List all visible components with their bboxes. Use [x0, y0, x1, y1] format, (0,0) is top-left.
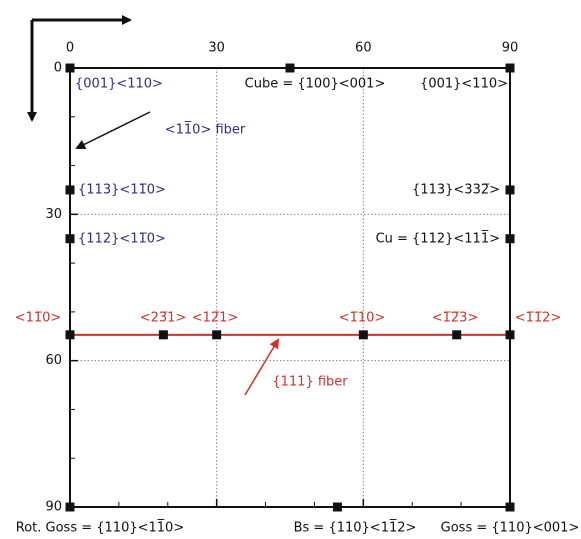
- y-tick-label: 90: [45, 500, 62, 515]
- fiber-point: [505, 330, 515, 340]
- orientation-label: {001}<110>: [420, 77, 508, 92]
- orientation-label: Goss = {110}<001>: [441, 521, 580, 536]
- fiber-point-label: <23̅1>: [140, 310, 187, 325]
- fiber-point: [158, 330, 168, 340]
- fiber-point-label: <1̅2̅3>: [432, 310, 479, 325]
- orientation-point: [65, 63, 75, 73]
- fiber-point: [212, 330, 222, 340]
- orientation-label: {113}<332̅>: [412, 183, 500, 198]
- x-tick-label: 30: [208, 41, 225, 56]
- fiber-point-label: <11̅0>: [15, 310, 62, 325]
- fiber-point-label: <1̅1̅2>: [515, 310, 562, 325]
- fiber-point-label: <1̅10>: [339, 310, 386, 325]
- fiber-point: [452, 330, 462, 340]
- orientation-label: {112}<11̅0>: [78, 232, 166, 247]
- orientation-point: [285, 63, 295, 73]
- x-tick-label: 60: [355, 41, 372, 56]
- fiber-point: [358, 330, 368, 340]
- annotation: <11̅0> fiber: [165, 121, 246, 137]
- axis-direction-arrows: [27, 15, 132, 122]
- orientation-point: [65, 185, 75, 195]
- orientation-label: Bs = {110}<11̅2>: [294, 519, 417, 535]
- annotation: {111} fiber: [272, 375, 348, 390]
- orientation-label: {113}<11̅0>: [78, 183, 166, 198]
- y-tick-label: 30: [45, 207, 62, 222]
- orientation-label: Cube = {100}<001>: [245, 77, 386, 92]
- x-tick-label: 90: [502, 41, 519, 56]
- fiber-arrow: [75, 111, 151, 149]
- orientation-label: Rot. Goss = {110}<11̅0>: [16, 519, 184, 535]
- plot-frame: [69, 67, 511, 508]
- fiber-point: [65, 330, 75, 340]
- orientation-point: [332, 502, 342, 512]
- orientation-point: [505, 234, 515, 244]
- orientation-point: [505, 63, 515, 73]
- x-tick-label: 0: [66, 41, 74, 56]
- orientation-point: [505, 185, 515, 195]
- orientation-label: Cu = {112}<111̅>: [376, 230, 500, 246]
- y-tick-label: 0: [54, 61, 62, 76]
- y-tick-label: 60: [45, 353, 62, 368]
- orientation-point: [65, 502, 75, 512]
- fiber-arrow: [244, 338, 280, 396]
- orientation-point: [65, 234, 75, 244]
- orientation-point: [505, 502, 515, 512]
- fiber-point-label: <12̅1>: [192, 310, 239, 325]
- orientation-label: {001}<110>: [75, 77, 163, 92]
